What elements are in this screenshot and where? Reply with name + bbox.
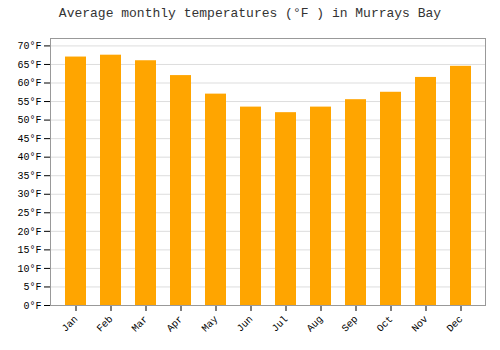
svg-text:50°F: 50°F xyxy=(17,115,41,126)
svg-text:45°F: 45°F xyxy=(17,134,41,145)
svg-text:10°F: 10°F xyxy=(17,264,41,275)
svg-text:Jul: Jul xyxy=(270,314,291,335)
svg-text:30°F: 30°F xyxy=(17,189,41,200)
svg-text:Apr: Apr xyxy=(165,314,186,335)
svg-text:Mar: Mar xyxy=(130,314,151,335)
svg-text:May: May xyxy=(200,314,221,335)
svg-text:Oct: Oct xyxy=(375,314,396,335)
svg-text:40°F: 40°F xyxy=(17,152,41,163)
svg-text:Jun: Jun xyxy=(235,314,256,335)
html-text:Average monthly temperatures (: Average monthly temperatures (°F ) in Mu… xyxy=(58,6,442,21)
svg-text:Sep: Sep xyxy=(340,314,361,335)
svg-text:60°F: 60°F xyxy=(17,78,41,89)
svg-text:Dec: Dec xyxy=(445,314,466,335)
svg-text:Aug: Aug xyxy=(305,314,326,335)
svg-text:0°F: 0°F xyxy=(23,301,41,312)
svg-text:Nov: Nov xyxy=(410,314,431,335)
svg-text:25°F: 25°F xyxy=(17,208,41,219)
svg-text:55°F: 55°F xyxy=(17,97,41,108)
svg-text:15°F: 15°F xyxy=(17,245,41,256)
svg-text:Jan: Jan xyxy=(60,314,81,335)
svg-text:70°F: 70°F xyxy=(17,41,41,52)
svg-text:20°F: 20°F xyxy=(17,227,41,238)
svg-text:65°F: 65°F xyxy=(17,60,41,71)
svg-text:Feb: Feb xyxy=(95,314,116,335)
svg-text:5°F: 5°F xyxy=(23,282,41,293)
svg-text:35°F: 35°F xyxy=(17,171,41,182)
